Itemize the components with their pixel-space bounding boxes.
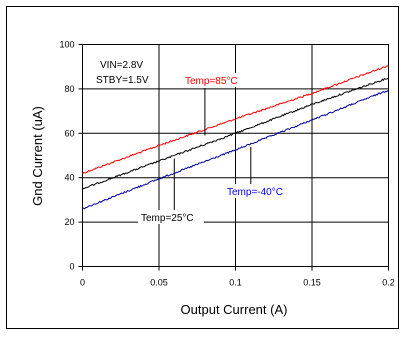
series-line <box>82 77 389 190</box>
annotation-temp-85c: Temp=85°C <box>185 76 238 87</box>
annotation-temp-minus40c: Temp=-40°C <box>227 187 283 198</box>
series-lines <box>82 65 389 210</box>
y-axis-title: Gnd Current (uA) <box>30 106 45 206</box>
y-tick-label: 20 <box>64 217 74 227</box>
series-line <box>82 89 389 210</box>
x-tick-label: 0.15 <box>303 278 321 288</box>
y-tick-label: 100 <box>59 40 74 50</box>
series-line <box>82 65 389 174</box>
outer-frame <box>6 6 399 329</box>
label-bg-85c <box>182 73 248 87</box>
x-tick-label: 0.2 <box>382 278 395 288</box>
x-tick-label: 0.05 <box>150 278 168 288</box>
y-tick-label: 80 <box>64 84 74 94</box>
ticks <box>78 44 389 271</box>
x-tick-labels: 0 0.05 0.1 0.15 0.2 <box>80 278 395 288</box>
annotation-stby: STBY=1.5V <box>96 75 149 86</box>
x-axis-title: Output Current (A) <box>181 302 288 317</box>
y-tick-labels: 0 20 40 60 80 100 <box>59 40 74 272</box>
x-tick-label: 0.1 <box>229 278 242 288</box>
annotation-temp-25c: Temp=25°C <box>141 213 194 224</box>
annotation-vin: VIN=2.8V <box>100 60 143 71</box>
y-tick-label: 0 <box>69 262 74 272</box>
annotation-leaders <box>173 88 252 210</box>
label-bg-minus40c <box>224 184 292 198</box>
y-tick-label: 40 <box>64 173 74 183</box>
x-tick-label: 0 <box>80 278 85 288</box>
y-tick-label: 60 <box>64 128 74 138</box>
label-bg-25c <box>138 210 204 224</box>
